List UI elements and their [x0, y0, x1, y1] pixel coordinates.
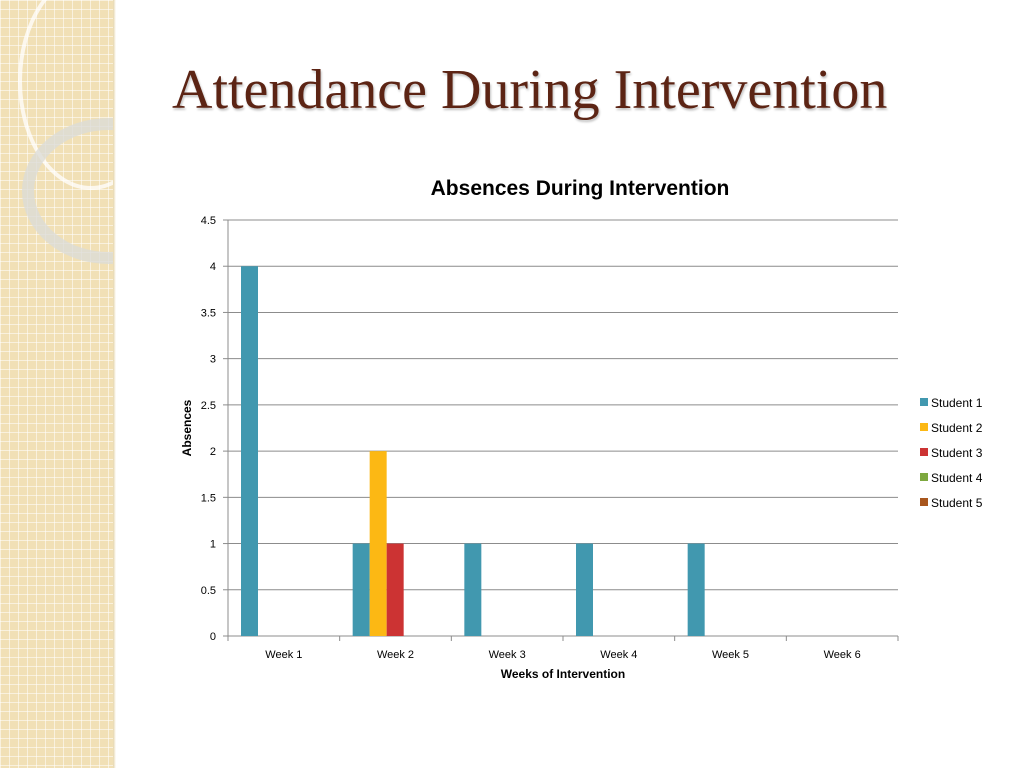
- legend: Student 1 Student 2 Student 3 Student 4 Stud…: [920, 396, 983, 510]
- legend-swatch: [920, 498, 928, 506]
- legend-label: Student 4: [931, 471, 983, 485]
- y-tick-label: 4.5: [201, 215, 216, 227]
- slide-title: Attendance During Intervention: [172, 59, 888, 121]
- y-tick-label: 1.5: [201, 492, 216, 504]
- y-tick-label: 0.5: [201, 585, 216, 597]
- y-tick-label: 4: [210, 261, 216, 273]
- legend-swatch: [920, 398, 928, 406]
- side-band-edge: [113, 0, 116, 768]
- bar-student-3-week-2: [386, 543, 404, 636]
- y-tick-label: 3.5: [201, 307, 216, 319]
- bar-student-2-week-2: [369, 451, 387, 636]
- bars: [241, 266, 705, 636]
- x-tick-label: Week 3: [489, 649, 526, 661]
- bar-student-1-week-4: [576, 543, 593, 636]
- y-tick-label: 1: [210, 539, 216, 551]
- y-tick-label: 2.5: [201, 400, 216, 412]
- bar-student-1-week-3: [464, 543, 482, 636]
- x-tick-label: Week 2: [377, 649, 414, 661]
- y-tick-label: 2: [210, 446, 216, 458]
- x-tick-label: Week 1: [265, 649, 302, 661]
- x-axis-ticks: Week 1 Week 2 Week 3 Week 4 Week 5 Week 6: [227, 636, 899, 661]
- legend-swatch: [920, 423, 928, 431]
- x-tick-label: Week 5: [712, 649, 749, 661]
- y-axis-ticks: 0 0.5 1 1.5 2 2.5 3 3.5 4 4.5: [201, 215, 216, 643]
- decorative-side-band: [0, 0, 113, 768]
- bar-student-1-week-5: [687, 543, 705, 636]
- legend-label: Student 5: [931, 496, 983, 510]
- y-tick-label: 0: [210, 631, 216, 643]
- y-axis-label: Absences: [180, 399, 194, 456]
- legend-label: Student 1: [931, 396, 983, 410]
- x-axis-label: Weeks of Intervention: [501, 667, 625, 681]
- gridlines: [223, 219, 898, 637]
- chart-title: Absences During Intervention: [431, 177, 730, 200]
- legend-swatch: [920, 473, 928, 481]
- legend-label: Student 3: [931, 446, 983, 460]
- x-tick-label: Week 4: [600, 649, 637, 661]
- bar-student-1-week-1: [241, 266, 258, 636]
- bar-student-1-week-2: [352, 543, 370, 636]
- x-tick-label: Week 6: [824, 649, 861, 661]
- legend-label: Student 2: [931, 421, 983, 435]
- y-tick-label: 3: [210, 354, 216, 366]
- legend-swatch: [920, 448, 928, 456]
